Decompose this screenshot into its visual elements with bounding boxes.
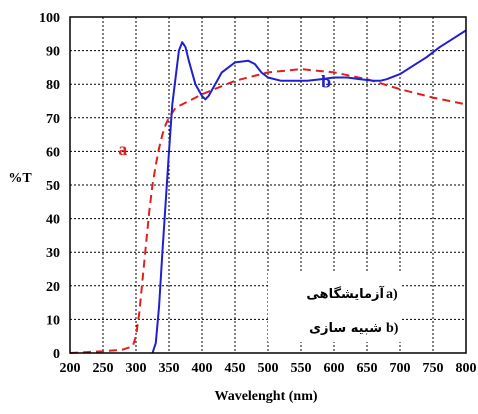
y-tick-label-60: 60: [46, 145, 60, 160]
y-tick-label-40: 40: [46, 213, 60, 228]
y-tick-label-50: 50: [46, 179, 60, 194]
y-tick-label-10: 10: [46, 313, 60, 328]
x-tick-label-550: 550: [291, 361, 312, 376]
x-tick-label-250: 250: [93, 361, 114, 376]
x-tick-label-450: 450: [225, 361, 246, 376]
x-tick-label-200: 200: [60, 361, 81, 376]
y-tick-label-80: 80: [46, 78, 60, 93]
y-tick-label-0: 0: [53, 347, 60, 362]
x-tick-label-600: 600: [324, 361, 345, 376]
x-tick-label-300: 300: [126, 361, 147, 376]
series-label-b: b: [321, 72, 331, 92]
x-axis-label: Wavelenght (nm): [214, 389, 317, 404]
y-tick-label-70: 70: [46, 112, 60, 127]
x-tick-label-750: 750: [423, 361, 444, 376]
x-tick-label-650: 650: [357, 361, 378, 376]
x-tick-label-700: 700: [390, 361, 411, 376]
y-tick-label-20: 20: [46, 280, 60, 295]
tick-labels: 200 250 300 350 400 450 500 550 600 650 700 750 800 0…: [39, 11, 477, 376]
x-tick-label-400: 400: [192, 361, 213, 376]
legend-item-b-marker: b): [386, 321, 399, 336]
legend-item-b-text: شبیه سازی: [309, 321, 382, 336]
legend-item-a-text: آزمایشگاهی: [306, 285, 384, 302]
x-tick-label-500: 500: [258, 361, 279, 376]
x-tick-label-350: 350: [159, 361, 180, 376]
x-tick-label-800: 800: [456, 361, 477, 376]
y-tick-label-100: 100: [39, 11, 60, 26]
series-label-a: a: [118, 139, 127, 159]
y-axis-label: %T: [8, 171, 32, 186]
legend: آزمایشگاهی a) b) شبیه سازی: [268, 272, 402, 342]
legend-item-a-marker: a): [386, 287, 398, 302]
y-tick-label-90: 90: [46, 45, 60, 60]
y-tick-label-30: 30: [46, 246, 60, 261]
